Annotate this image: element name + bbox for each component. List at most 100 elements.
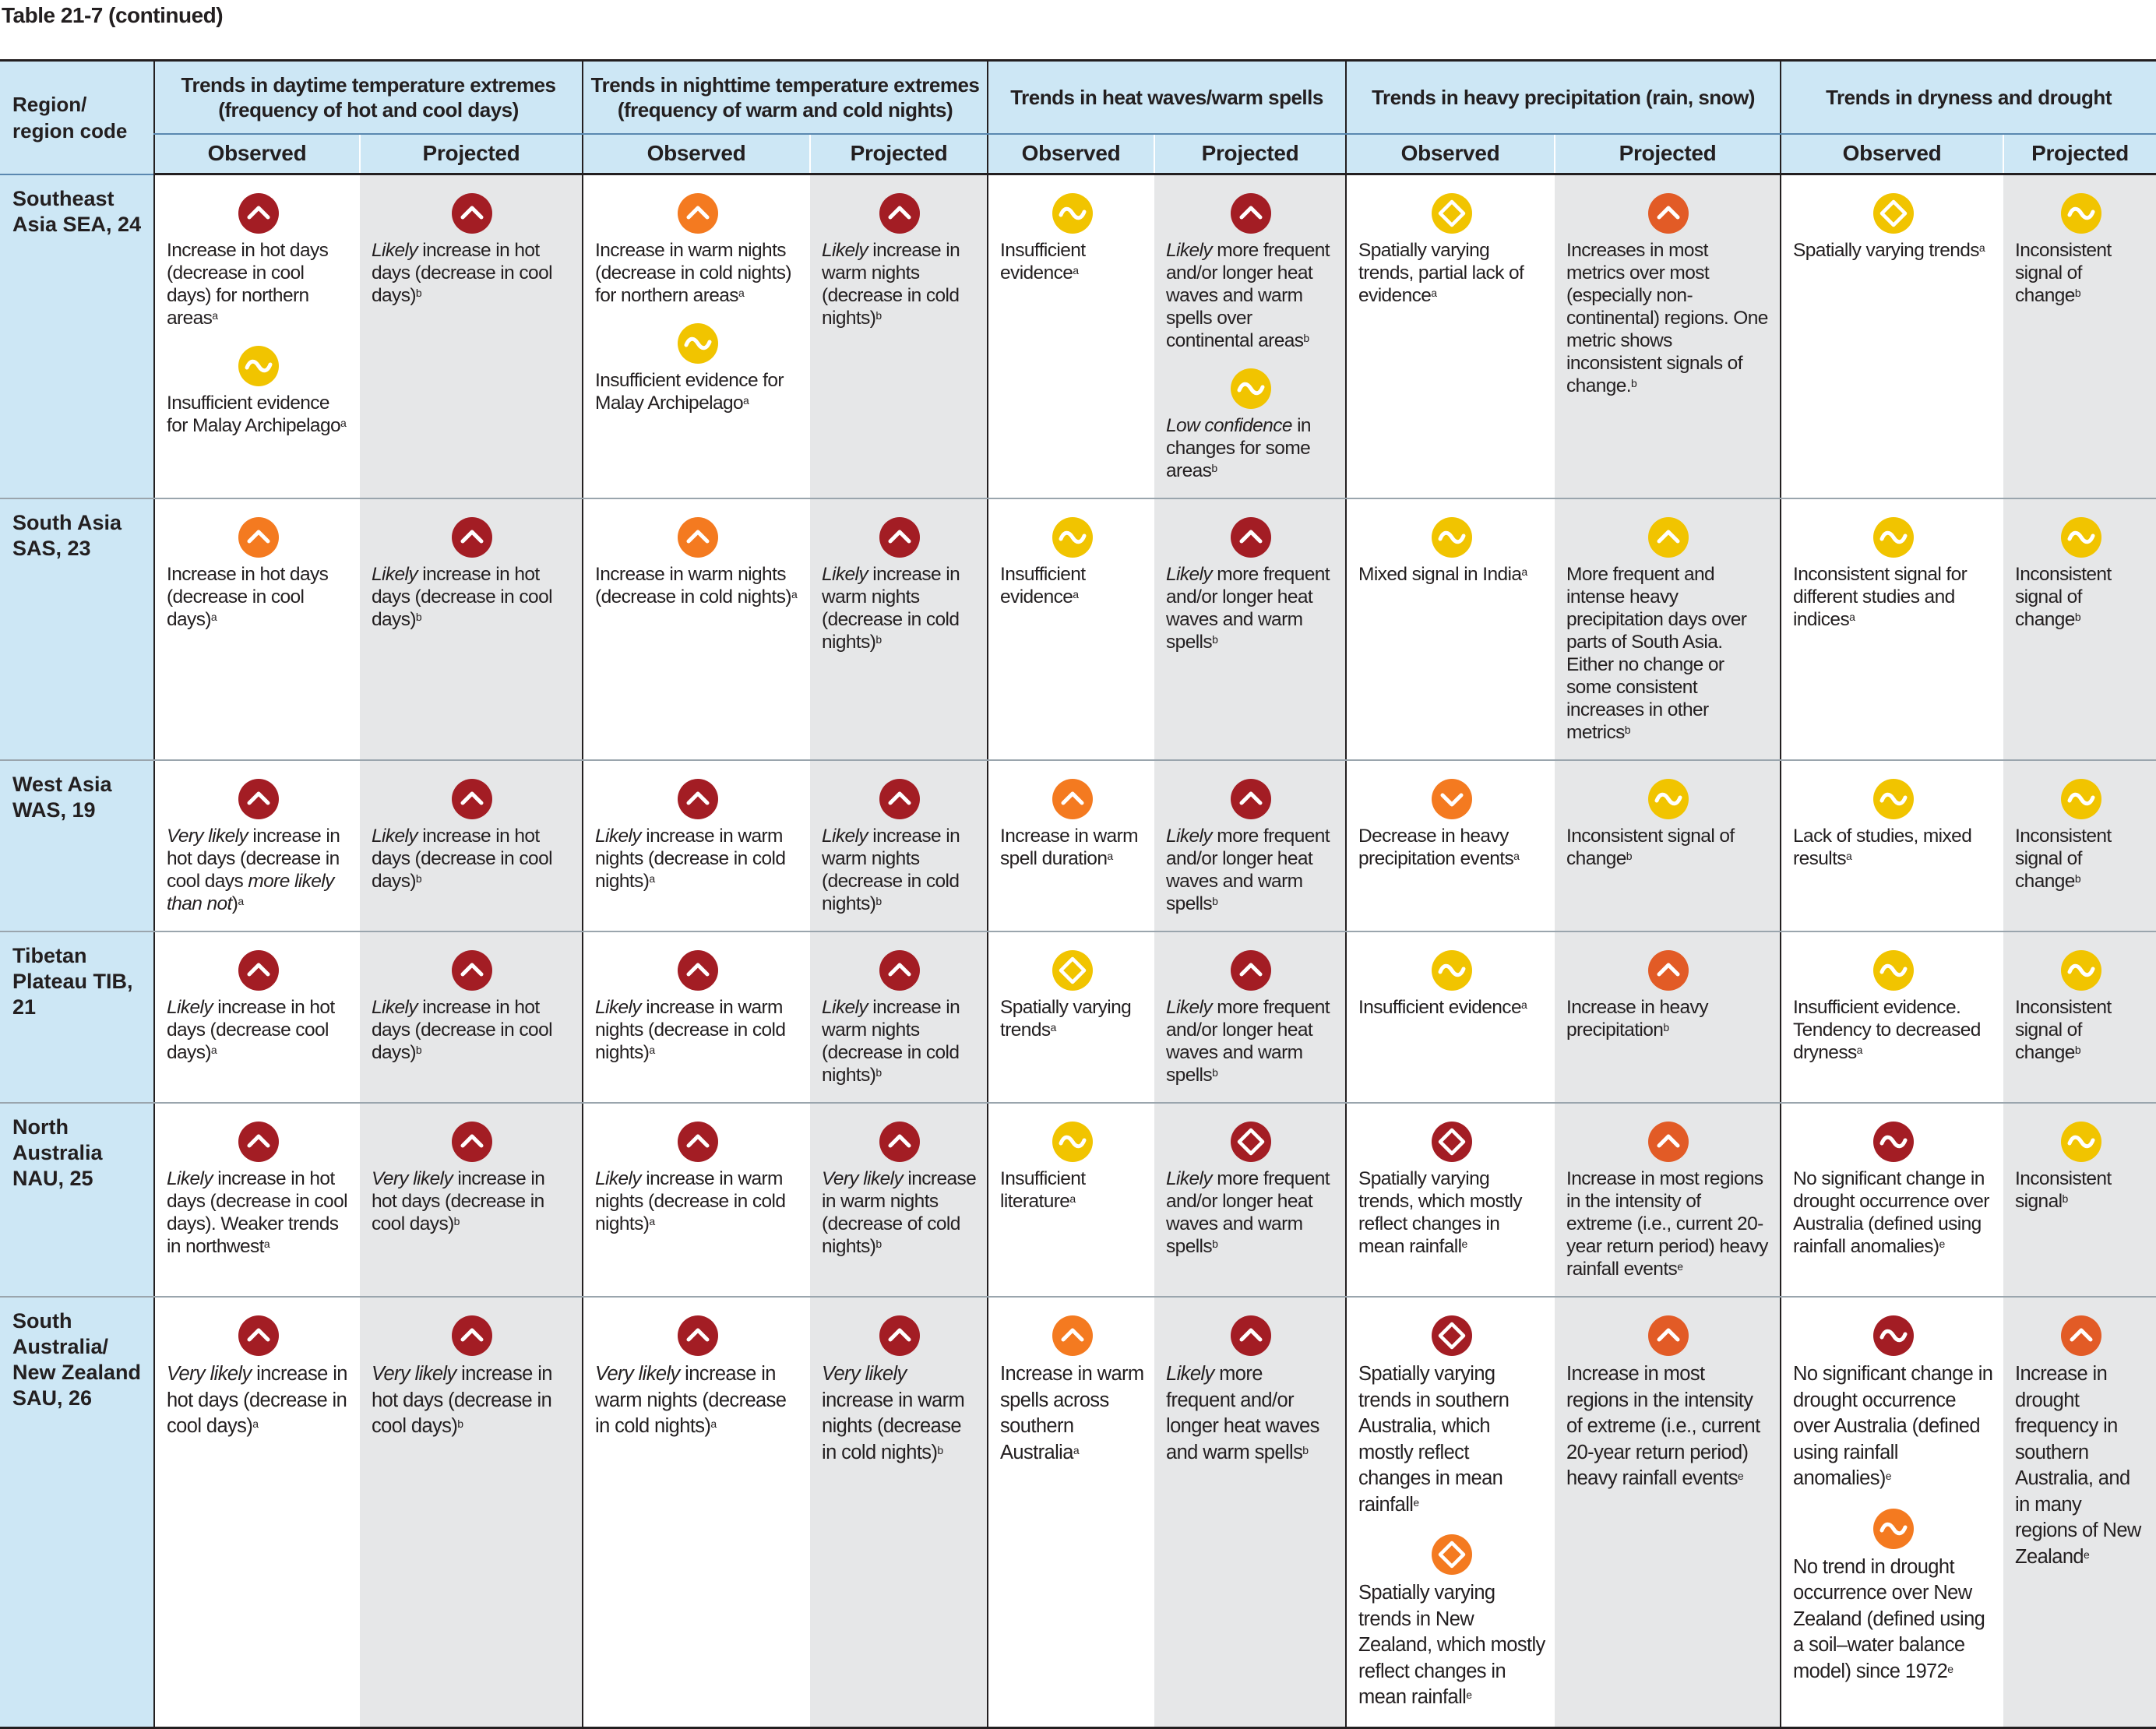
cell-heatwave-projected: Likely more frequent and/or longer heat … bbox=[1154, 1103, 1347, 1298]
up-arrow-icon bbox=[879, 1315, 921, 1357]
cell-text: Very likely increase in hot days (decrea… bbox=[372, 1363, 552, 1437]
footnote-marker: a bbox=[1069, 1192, 1076, 1205]
region-label: North Australia NAU, 25 bbox=[0, 1103, 154, 1298]
cell-precip-projected: Increase in most regions in the intensit… bbox=[1555, 1297, 1781, 1729]
footnote-marker: a bbox=[743, 394, 749, 407]
cell-heatwave-observed: Spatially varying trendsa bbox=[987, 931, 1155, 1104]
table-row: South Asia SAS, 23 Increase in hot days (… bbox=[0, 498, 2156, 761]
footnote-marker: b bbox=[875, 1238, 882, 1250]
wave-icon bbox=[1872, 516, 1915, 558]
wave-icon bbox=[677, 322, 719, 364]
footnote-marker: b bbox=[875, 1066, 882, 1079]
footnote-marker: b bbox=[875, 895, 882, 907]
cell-nighttime-observed: Likely increase in warm nights (decrease… bbox=[582, 760, 811, 932]
footnote-marker: a bbox=[1856, 1044, 1863, 1056]
wave-icon bbox=[1872, 778, 1915, 820]
up-arrow-icon bbox=[1647, 516, 1689, 558]
cell-text: Very likely increase in warm nights (dec… bbox=[595, 1363, 787, 1437]
footnote-marker: a bbox=[212, 309, 218, 322]
cell-drought-observed: Spatially varying trendsa bbox=[1780, 174, 2004, 499]
up-arrow-icon bbox=[238, 949, 280, 991]
footnote-marker: b bbox=[1631, 377, 1637, 389]
footnote-marker: e bbox=[1737, 1470, 1744, 1482]
diamond-icon bbox=[1431, 1121, 1473, 1163]
cell-heatwave-projected: Likely more frequent and/or longer heat … bbox=[1154, 931, 1347, 1104]
cell-nighttime-observed: Increase in warm nights (decrease in col… bbox=[582, 498, 811, 761]
cell-precip-observed: Mixed signal in Indiaa bbox=[1345, 498, 1555, 761]
cell-text: Increases in most metrics over most (esp… bbox=[1566, 240, 1768, 396]
wave-icon bbox=[2060, 516, 2102, 558]
footnote-marker: a bbox=[710, 1417, 717, 1430]
wave-icon bbox=[1431, 516, 1473, 558]
diamond-icon bbox=[1431, 192, 1473, 234]
wave-icon bbox=[2060, 949, 2102, 991]
table-row: North Australia NAU, 25 Likely increase i… bbox=[0, 1103, 2156, 1298]
cell-daytime-projected: Likely increase in hot days (decrease in… bbox=[360, 760, 583, 932]
cell-text: Likely increase in warm nights (decrease… bbox=[822, 564, 960, 653]
wave-icon bbox=[1052, 516, 1094, 558]
footnote-marker: b bbox=[1626, 850, 1633, 862]
cell-drought-projected: Inconsistent signal of changeb bbox=[2003, 931, 2156, 1104]
header-region: Region/ region code bbox=[0, 59, 154, 175]
up-arrow-icon bbox=[1230, 516, 1272, 558]
up-arrow-icon bbox=[238, 1121, 280, 1163]
footnote-marker: b bbox=[2074, 872, 2081, 885]
footnote-marker: b bbox=[415, 872, 422, 885]
cell-text: Insufficient evidence bbox=[1000, 240, 1086, 283]
cell-daytime-projected: Very likely increase in hot days (decrea… bbox=[360, 1297, 583, 1729]
table-row: South Australia/ New Zealand SAU, 26 Very… bbox=[0, 1297, 2156, 1729]
cell-text: Likely increase in hot days (decrease in… bbox=[372, 997, 553, 1063]
up-arrow-icon bbox=[1647, 949, 1689, 991]
up-arrow-icon bbox=[677, 1315, 719, 1357]
cell-precip-observed: Spatially varying trends in southern Aus… bbox=[1345, 1297, 1555, 1729]
cell-text: Spatially varying trends, partial lack o… bbox=[1358, 240, 1524, 306]
cell-heatwave-observed: Insufficient evidencea bbox=[987, 498, 1155, 761]
cell-text: Mixed signal in India bbox=[1358, 564, 1522, 585]
footnote-marker: e bbox=[2083, 1548, 2090, 1561]
cell-text: Likely more frequent and/or longer heat … bbox=[1166, 564, 1330, 653]
wave-icon bbox=[1872, 1508, 1915, 1550]
cell-text: Likely increase in warm nights (decrease… bbox=[822, 240, 960, 329]
cell-text: Spatially varying trends, which mostly r… bbox=[1358, 1168, 1523, 1257]
up-arrow-icon bbox=[1647, 192, 1689, 234]
cell-text: Inconsistent signal of change bbox=[2015, 564, 2112, 630]
wave-icon bbox=[1872, 1315, 1915, 1357]
subheader-projected: Projected bbox=[1154, 133, 1347, 175]
cell-nighttime-observed: Very likely increase in warm nights (dec… bbox=[582, 1297, 811, 1729]
cell-text: Likely increase in hot days (decrease in… bbox=[372, 564, 553, 630]
cell-nighttime-projected: Likely increase in warm nights (decrease… bbox=[810, 931, 988, 1104]
cell-heatwave-projected: Likely more frequent and/or longer heat … bbox=[1154, 1297, 1347, 1729]
cell-heatwave-observed: Insufficient literaturea bbox=[987, 1103, 1155, 1298]
cell-text: Likely more frequent and/or longer heat … bbox=[1166, 826, 1330, 914]
up-arrow-icon bbox=[238, 778, 280, 820]
cell-precip-observed: Insufficient evidencea bbox=[1345, 931, 1555, 1104]
up-arrow-icon bbox=[451, 778, 493, 820]
footnote-marker: b bbox=[2062, 1192, 2068, 1205]
up-arrow-icon bbox=[451, 949, 493, 991]
cell-daytime-projected: Very likely increase in hot days (decrea… bbox=[360, 1103, 583, 1298]
wave-icon bbox=[2060, 1121, 2102, 1163]
header-group-precipitation: Trends in heavy precipitation (rain, sno… bbox=[1345, 59, 1781, 135]
footnote-marker: a bbox=[1849, 611, 1855, 623]
footnote-marker: a bbox=[1073, 264, 1079, 276]
down-arrow-icon bbox=[1431, 778, 1473, 820]
header-group-daytime: Trends in daytime temperature extremes (… bbox=[153, 59, 583, 135]
footnote-marker: a bbox=[1513, 850, 1520, 862]
cell-nighttime-projected: Likely increase in warm nights (decrease… bbox=[810, 498, 988, 761]
up-arrow-icon bbox=[879, 516, 921, 558]
footnote-marker: b bbox=[1302, 1443, 1309, 1456]
up-arrow-icon bbox=[1647, 1315, 1689, 1357]
table-row: Tibetan Plateau TIB, 21 Likely increase i… bbox=[0, 931, 2156, 1104]
cell-nighttime-observed: Likely increase in warm nights (decrease… bbox=[582, 931, 811, 1104]
cell-drought-observed: Insufficient evidence. Tendency to decre… bbox=[1780, 931, 2004, 1104]
subheader-projected: Projected bbox=[809, 133, 988, 175]
cell-drought-projected: Inconsistent signal of changeb bbox=[2003, 174, 2156, 499]
footnote-marker: a bbox=[238, 895, 244, 907]
cell-nighttime-projected: Very likely increase in warm nights (dec… bbox=[810, 1103, 988, 1298]
cell-text: Very likely increase in hot days (decrea… bbox=[372, 1168, 545, 1234]
cell-text: Inconsistent signal for different studie… bbox=[1793, 564, 1968, 630]
wave-icon bbox=[1647, 778, 1689, 820]
cell-text: Likely increase in hot days (decrease in… bbox=[372, 240, 553, 306]
subheader-projected: Projected bbox=[1554, 133, 1781, 175]
cell-daytime-projected: Likely increase in hot days (decrease in… bbox=[360, 931, 583, 1104]
